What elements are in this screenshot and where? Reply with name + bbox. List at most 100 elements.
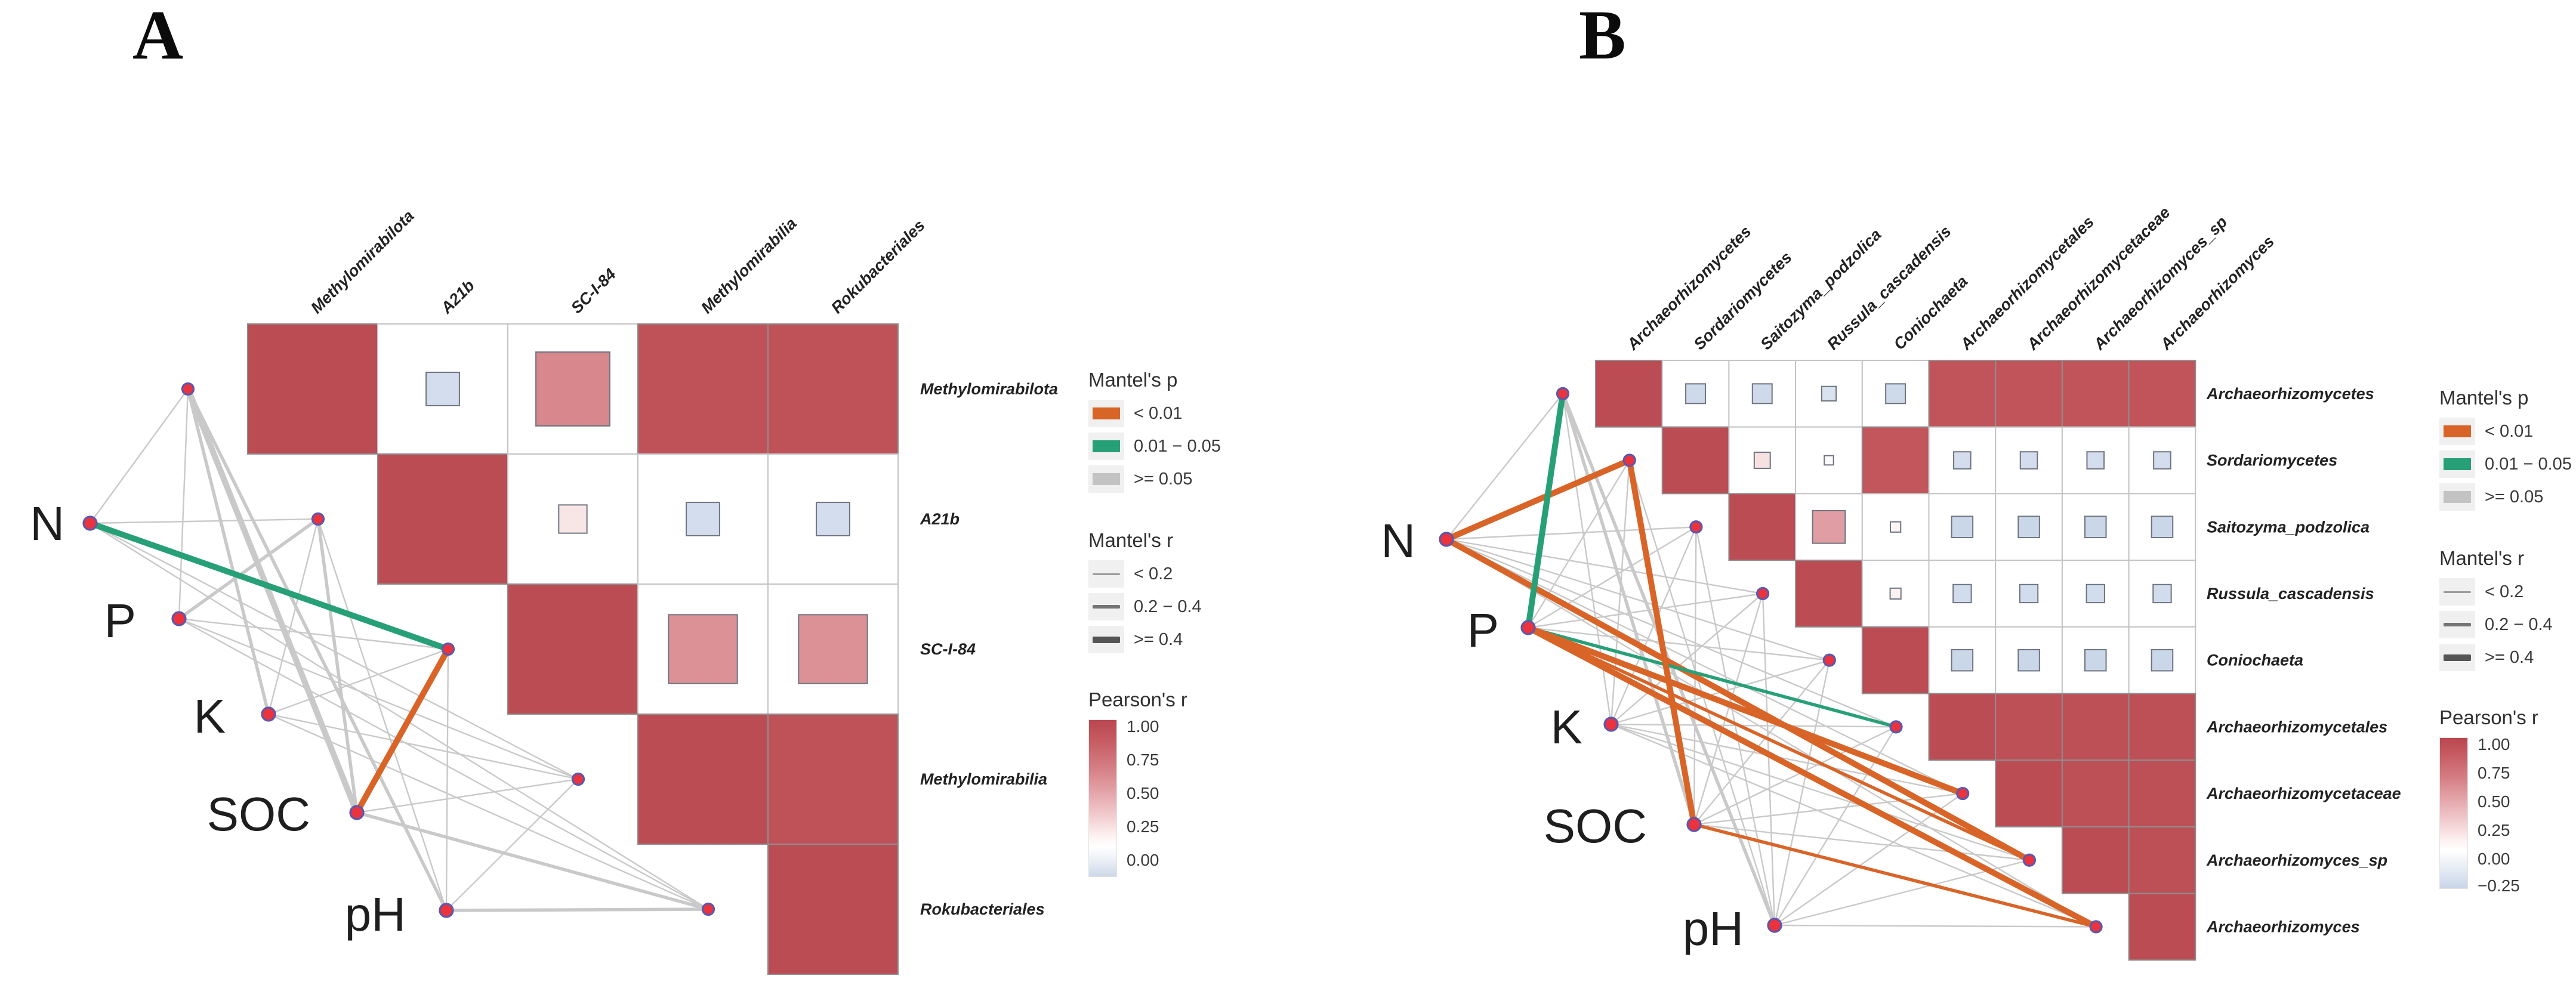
correlation-square <box>1889 587 1902 600</box>
matrix-diagonal-cell <box>1861 626 1930 694</box>
pearson-colorbar-gradient <box>1088 719 1117 877</box>
taxon-anchor-node <box>2089 920 2103 934</box>
panel-b: Archaeorhizomycetes Sordariomycetes Saitoz… <box>1381 203 2401 961</box>
taxon-row-label: Sordariomycetes <box>2207 452 2337 470</box>
mantel-link <box>317 518 448 912</box>
taxon-anchor-node <box>1556 387 1570 400</box>
matrix-diagonal-cell <box>1795 560 1863 628</box>
pearson-colorbar-gradient <box>2439 737 2468 889</box>
matrix-cell <box>767 323 899 455</box>
taxon-row-label: Archaeorhizomycetes <box>2206 385 2374 403</box>
mantel-link <box>1610 723 2097 928</box>
taxon-anchor-node <box>311 512 325 526</box>
matrix-diagonal-cell <box>637 714 769 845</box>
correlation-square <box>1952 583 1972 604</box>
matrix-cell <box>2061 759 2130 827</box>
correlation-square <box>2017 649 2040 672</box>
taxon-column-label: Methylomirabilota <box>307 207 418 317</box>
mantel-link <box>177 517 320 620</box>
taxon-anchor-node <box>571 772 585 786</box>
correlation-square <box>2086 451 2105 470</box>
taxon-column-label: Archaeorhizomycetales <box>1957 213 2097 354</box>
legend-item-p-ge-005: >= 0.05 <box>2439 483 2572 511</box>
taxon-anchor-node <box>1756 586 1770 601</box>
legend-item-r-lt-02: < 0.2 <box>2439 578 2572 606</box>
env-node <box>261 706 276 722</box>
mantel-link <box>354 646 451 816</box>
correlation-square <box>1951 515 1974 539</box>
mantel-r-line <box>1093 605 1120 609</box>
env-variable-label: pH <box>345 888 406 941</box>
matrix-diagonal-cell <box>2128 893 2196 961</box>
mantel-p-swatch <box>2444 458 2471 470</box>
correlation-square <box>1824 455 1834 466</box>
correlation-square <box>668 614 738 684</box>
taxon-row-label: SC-I-84 <box>920 640 976 658</box>
env-variable-label: N <box>1381 514 1415 567</box>
mantel-p-swatch <box>1093 473 1120 485</box>
env-variable-label: P <box>1467 604 1499 657</box>
legend-item-r-02-04: 0.2 − 0.4 <box>1088 593 1221 620</box>
matrix-cell <box>1995 360 2063 428</box>
taxon-row-label: Archaeorhizomycetales <box>2206 718 2387 736</box>
matrix-diagonal-cell <box>507 583 638 715</box>
mantel-p-swatch <box>2444 425 2471 437</box>
correlation-square <box>2019 583 2039 604</box>
matrix-cell <box>1928 360 1997 428</box>
taxon-column-label: Russula_cascadensis <box>1824 223 1955 354</box>
taxon-row-label: Saitozyma_podzolica <box>2207 518 2370 536</box>
matrix-diagonal-cell <box>1595 360 1663 428</box>
correlation-square <box>1812 509 1846 544</box>
matrix-cell <box>1861 426 1930 495</box>
legend-key <box>1088 465 1124 493</box>
taxon-column-label: SC-I-84 <box>567 265 619 317</box>
taxon-row-label: A21b <box>920 510 960 528</box>
env-variable-label: SOC <box>207 788 310 841</box>
legend-item-p-001-005: 0.01 − 0.05 <box>2439 450 2572 478</box>
env-node <box>1767 918 1782 933</box>
matrix-cell <box>1995 693 2063 761</box>
panel-b-title: B <box>1579 0 1626 74</box>
legend-item-r-ge-04: >= 0.4 <box>1088 626 1221 653</box>
mantel-link <box>1693 823 2031 861</box>
mantel-link <box>186 387 270 716</box>
mantel-link <box>89 522 709 910</box>
taxon-row-label: Coniochaeta <box>2207 651 2303 669</box>
env-node <box>349 805 365 820</box>
matrix-cell <box>767 714 899 845</box>
pearson-colorbar: 1.00 0.75 0.50 0.25 0.00 −0.25 <box>2439 735 2572 895</box>
taxon-anchor-node <box>1889 720 1903 734</box>
mantel-link <box>1445 538 1831 661</box>
legend-item-r-lt-02: < 0.2 <box>1088 560 1221 588</box>
legend-key <box>1088 433 1124 460</box>
taxon-column-label: Methylomirabilia <box>698 214 800 317</box>
matrix-cell <box>2128 826 2196 894</box>
taxon-column-label: Archaeorhizomyces_sp <box>2090 213 2231 354</box>
mantel-p-swatch <box>1093 440 1120 452</box>
env-variable-label: K <box>194 690 226 743</box>
matrix-diagonal-cell <box>1728 493 1797 561</box>
pearson-legend-title: Pearson's r <box>1088 688 1187 711</box>
taxon-column-label: A21b <box>437 276 478 317</box>
correlation-square <box>1953 451 1972 470</box>
taxon-column-label: Archaeorhizomyces <box>2157 233 2278 354</box>
mantel-link <box>1693 592 1764 826</box>
correlation-square <box>2084 649 2107 672</box>
mantel-link <box>1773 924 2097 928</box>
correlation-square <box>558 504 588 534</box>
matrix-diagonal-cell <box>2061 826 2130 894</box>
mantel-link <box>1445 526 1697 541</box>
mantel-r-legend-title: Mantel's r <box>2439 547 2525 569</box>
mantel-link <box>1527 526 1697 629</box>
mantel-link <box>1445 538 2097 928</box>
env-variable-label: pH <box>1683 902 1744 955</box>
mantel-link <box>1526 626 1898 729</box>
correlation-square <box>2151 515 2174 539</box>
taxon-row-label: Methylomirabilota <box>920 380 1058 398</box>
taxon-anchor-node <box>1622 453 1636 467</box>
taxon-anchor-node <box>701 902 715 916</box>
mantel-link <box>185 386 360 816</box>
mantel-link <box>1445 538 1897 728</box>
legend-key <box>2439 450 2475 478</box>
